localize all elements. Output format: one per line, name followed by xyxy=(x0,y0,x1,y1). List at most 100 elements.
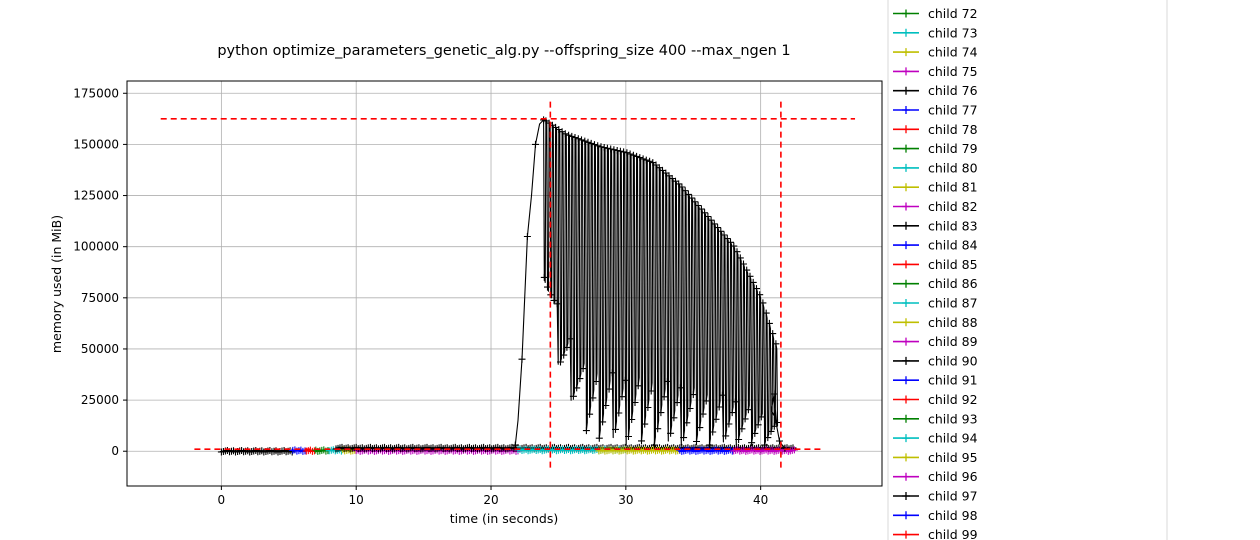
legend-label: child 98 xyxy=(928,508,978,523)
legend-entry: child 79 xyxy=(893,141,978,156)
legend-entry: child 87 xyxy=(893,296,978,311)
legend-entry: child 98 xyxy=(893,508,978,523)
legend-entry: child 95 xyxy=(893,450,978,465)
legend-label: child 92 xyxy=(928,392,978,407)
legend-entry: child 76 xyxy=(893,83,978,98)
main-series-markers xyxy=(511,116,789,452)
x-tick-label: 10 xyxy=(349,493,364,507)
legend-label: child 85 xyxy=(928,257,978,272)
x-axis-label: time (in seconds) xyxy=(450,511,558,526)
baseline-series xyxy=(676,446,736,455)
legend-marker xyxy=(902,67,910,76)
legend-marker xyxy=(902,202,910,211)
plot-area: 0 10 20 30 40 0 25000 50000 75000 100000 125000 15… xyxy=(73,80,883,507)
legend-label: child 96 xyxy=(928,469,978,484)
legend-entry: child 74 xyxy=(893,45,978,60)
legend-marker xyxy=(902,28,910,37)
legend-marker xyxy=(902,530,910,539)
legend-marker xyxy=(902,414,910,423)
legend-label: child 78 xyxy=(928,122,978,137)
legend-entry: child 88 xyxy=(893,315,978,330)
legend-label: child 79 xyxy=(928,141,978,156)
legend-marker xyxy=(902,144,910,153)
y-tick-label: 75000 xyxy=(81,291,119,305)
legend-label: child 77 xyxy=(928,103,978,118)
plot-frame xyxy=(126,80,883,487)
x-tick-label: 0 xyxy=(218,493,226,507)
legend-label: child 81 xyxy=(928,180,978,195)
legend-entry: child 96 xyxy=(893,469,978,484)
y-tick-label: 150000 xyxy=(73,137,119,151)
legend-label: child 97 xyxy=(928,489,978,504)
legend-label: child 84 xyxy=(928,238,978,253)
legend-marker xyxy=(902,260,910,269)
legend-label: child 91 xyxy=(928,373,978,388)
legend-entry: child 77 xyxy=(893,103,978,118)
legend-entry: child 78 xyxy=(893,122,978,137)
legend-marker xyxy=(902,221,910,230)
legend-label: child 86 xyxy=(928,276,978,291)
legend-entry: child 91 xyxy=(893,373,978,388)
legend-entry: child 80 xyxy=(893,160,978,175)
baseline-markers xyxy=(730,446,798,455)
legend-label: child 87 xyxy=(928,296,978,311)
legend-label: child 95 xyxy=(928,450,978,465)
legend-label: child 80 xyxy=(928,160,978,175)
x-tick-label: 40 xyxy=(753,493,768,507)
legend: child 72 child 73 child 74 child 75 child 76… xyxy=(887,0,1168,540)
legend-marker xyxy=(902,492,910,500)
legend-marker xyxy=(902,356,910,365)
x-axis-ticks: 0 10 20 30 40 xyxy=(218,486,768,507)
legend-label: child 73 xyxy=(928,25,978,40)
legend-frame xyxy=(887,0,1168,540)
reference-lines xyxy=(160,101,856,468)
legend-label: child 93 xyxy=(928,411,978,426)
legend-marker xyxy=(902,9,910,18)
legend-entry: child 82 xyxy=(893,199,978,214)
y-tick-label: 0 xyxy=(111,444,119,458)
y-axis-ticks: 0 25000 50000 75000 100000 125000 150000 175000 xyxy=(73,86,127,458)
baseline-series xyxy=(730,446,798,455)
legend-marker xyxy=(902,106,910,114)
legend-entry: child 83 xyxy=(893,218,978,233)
y-tick-label: 50000 xyxy=(81,342,119,356)
y-tick-label: 25000 xyxy=(81,393,119,407)
x-tick-label: 20 xyxy=(483,493,498,507)
chart-title: python optimize_parameters_genetic_alg.p… xyxy=(217,43,790,59)
legend-marker xyxy=(902,395,910,404)
y-axis-label: memory used (in MiB) xyxy=(49,215,64,353)
legend-label: child 82 xyxy=(928,199,978,214)
legend-label: child 88 xyxy=(928,315,978,330)
legend-entry: child 97 xyxy=(893,489,978,504)
legend-entry: child 94 xyxy=(893,431,978,446)
legend-marker xyxy=(902,472,910,481)
y-tick-label: 100000 xyxy=(73,240,119,254)
legend-label: child 72 xyxy=(928,6,978,21)
legend-marker xyxy=(902,337,910,346)
legend-entry: child 75 xyxy=(893,64,978,79)
legend-entry: child 89 xyxy=(893,334,978,349)
y-tick-label: 125000 xyxy=(73,189,119,203)
legend-label: child 90 xyxy=(928,353,978,368)
legend-entry: child 81 xyxy=(893,180,978,195)
legend-label: child 75 xyxy=(928,64,978,79)
baseline-series xyxy=(217,447,296,456)
x-tick-label: 30 xyxy=(618,493,633,507)
legend-entry: child 85 xyxy=(893,257,978,272)
legend-entry: child 92 xyxy=(893,392,978,407)
legend-marker xyxy=(902,376,910,385)
legend-label: child 83 xyxy=(928,218,978,233)
legend-entry: child 73 xyxy=(893,25,978,40)
legend-label: child 76 xyxy=(928,83,978,98)
legend-entry: child 72 xyxy=(893,6,978,21)
legend-marker xyxy=(902,318,910,327)
legend-marker xyxy=(902,453,910,462)
legend-marker xyxy=(902,183,910,192)
y-tick-label: 175000 xyxy=(73,86,119,100)
baseline-markers xyxy=(217,447,296,456)
legend-label: child 99 xyxy=(928,527,978,540)
main-series xyxy=(511,116,789,452)
legend-entry: child 93 xyxy=(893,411,978,426)
legend-marker xyxy=(902,279,910,288)
